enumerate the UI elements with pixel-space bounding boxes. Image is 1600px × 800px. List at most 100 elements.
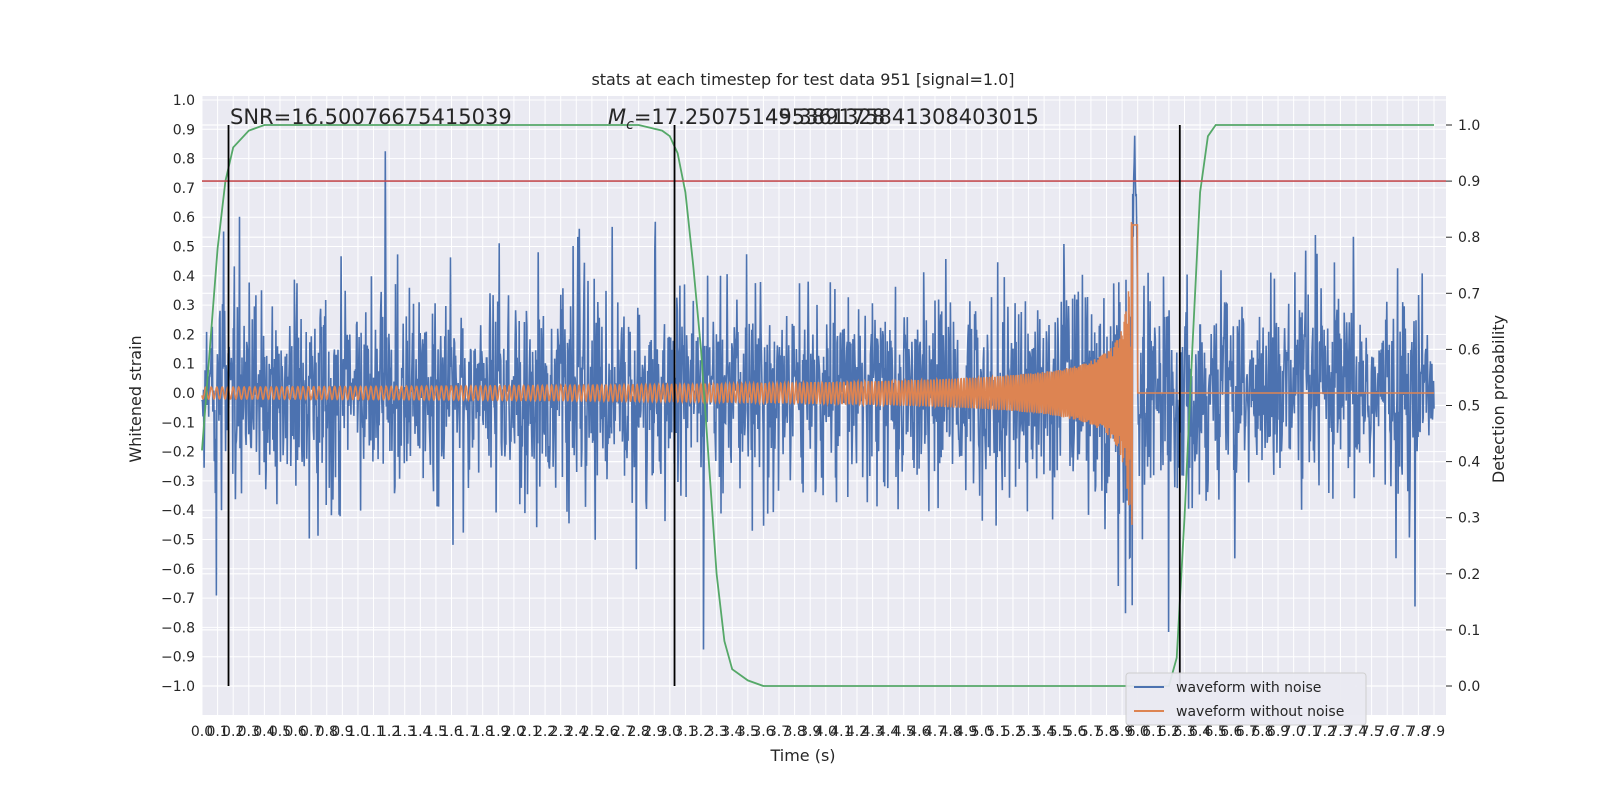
y-tick-label-left: 0.2 — [173, 327, 195, 343]
x-tick-label: 4.8 — [939, 724, 961, 740]
x-tick-label: 4.9 — [955, 724, 977, 740]
x-tick-label: 0.0 — [191, 724, 213, 740]
y-axis-label: Whitened strain — [126, 335, 145, 462]
x-tick-label: 3.5 — [737, 724, 759, 740]
probability-line — [201, 124, 1434, 687]
x-tick-label: 6.5 — [1205, 724, 1227, 740]
y-tick-label-right: 0.9 — [1458, 174, 1480, 190]
x-tick-label: 0.4 — [253, 724, 275, 740]
x-tick-label: 3.7 — [768, 724, 790, 740]
x-tick-label: 2.4 — [565, 724, 587, 740]
x-tick-label: 2.9 — [643, 724, 665, 740]
y-axis-right-ticks: 1.0 0.9 0.8 0.7 0.6 0.5 0.4 0.3 0.2 0.1 0.0 — [1446, 118, 1480, 695]
y-tick-label-left: −0.2 — [161, 445, 195, 461]
y-tick-label-left: −0.7 — [161, 591, 195, 607]
y-tick-label-right: 1.0 — [1458, 118, 1480, 134]
x-tick-label: 0.7 — [300, 724, 322, 740]
x-tick-label: 2.8 — [628, 724, 650, 740]
probability-series — [201, 124, 1434, 687]
x-tick-label: 1.8 — [472, 724, 494, 740]
x-tick-label: 1.9 — [487, 724, 509, 740]
y-tick-label-left: −0.9 — [161, 650, 195, 666]
y-tick-label-left: 0.7 — [173, 181, 195, 197]
x-tick-label: 7.7 — [1392, 724, 1414, 740]
y-tick-label-left: −0.8 — [161, 620, 195, 636]
y-tick-label-right: 0.1 — [1458, 623, 1480, 639]
x-tick-label: 3.0 — [659, 724, 681, 740]
x-tick-label: 3.3 — [706, 724, 728, 740]
x-tick-label: 4.6 — [908, 724, 930, 740]
y-tick-label-right: 0.8 — [1458, 230, 1480, 246]
x-tick-label: 1.6 — [440, 724, 462, 740]
x-tick-label: 7.5 — [1360, 724, 1382, 740]
x-tick-label: 4.5 — [893, 724, 915, 740]
signal-line — [201, 222, 1434, 525]
x-tick-label: 3.8 — [783, 724, 805, 740]
x-tick-label: 7.6 — [1376, 724, 1398, 740]
x-tick-label: 7.0 — [1283, 724, 1305, 740]
y-tick-label-right: 0.2 — [1458, 567, 1480, 583]
x-tick-label: 2.0 — [503, 724, 525, 740]
x-tick-label: 5.6 — [1064, 724, 1086, 740]
x-tick-label: 5.0 — [971, 724, 993, 740]
x-tick-label: 5.4 — [1033, 724, 1055, 740]
legend-box — [1125, 672, 1367, 726]
x-tick-label: 0.2 — [222, 724, 244, 740]
x-tick-label: 6.3 — [1173, 724, 1195, 740]
x-tick-label: 5.1 — [986, 724, 1008, 740]
x-tick-label: 4.4 — [877, 724, 899, 740]
y-tick-label-left: 0.1 — [173, 357, 195, 373]
y-axis-left-ticks: 1.0 0.9 0.8 0.7 0.6 0.5 0.4 0.3 0.2 0.1 0.0 −0.1 −0.… — [161, 93, 195, 695]
x-tick-label: 7.3 — [1329, 724, 1351, 740]
x-tick-label: 2.5 — [581, 724, 603, 740]
x-tick-label: 1.7 — [456, 724, 478, 740]
x-tick-label: 3.6 — [752, 724, 774, 740]
snr-annotation: SNR=16.50076675415039 — [230, 105, 512, 129]
x-tick-label: 6.2 — [1158, 724, 1180, 740]
x-tick-label: 4.1 — [830, 724, 852, 740]
y-tick-label-left: −0.1 — [161, 415, 195, 431]
y-tick-label-right: 0.6 — [1458, 342, 1480, 358]
x-tick-label: 2.1 — [518, 724, 540, 740]
x-tick-label: 7.9 — [1423, 724, 1445, 740]
y-tick-label-left: −0.6 — [161, 562, 195, 578]
x-tick-label: 7.8 — [1407, 724, 1429, 740]
x-tick-label: 3.4 — [721, 724, 743, 740]
y-tick-label-left: 0.9 — [173, 122, 195, 138]
x-tick-label: 5.9 — [1111, 724, 1133, 740]
y-tick-label-left: −0.5 — [161, 533, 195, 549]
x-tick-label: 6.6 — [1220, 724, 1242, 740]
x-tick-label: 4.3 — [861, 724, 883, 740]
y-tick-label-left: 0.6 — [173, 210, 195, 226]
x-tick-label: 0.5 — [269, 724, 291, 740]
y-tick-label-right: 0.3 — [1458, 511, 1480, 527]
x-tick-label: 1.5 — [425, 724, 447, 740]
y-tick-label-left: −1.0 — [161, 679, 195, 695]
y-tick-label-left: 0.5 — [173, 240, 195, 256]
mc-value: =17.250751495361328 — [634, 105, 885, 129]
x-tick-label: 7.1 — [1298, 724, 1320, 740]
y-tick-label-left: 0.0 — [173, 386, 195, 402]
x-tick-label: 2.6 — [596, 724, 618, 740]
x-tick-label: 3.2 — [690, 724, 712, 740]
mc-subscript: c — [626, 117, 634, 133]
x-tick-label: 0.3 — [238, 724, 260, 740]
x-tick-label: 1.3 — [394, 724, 416, 740]
y-tick-label-right: 0.7 — [1458, 286, 1480, 302]
y-tick-label-left: 0.4 — [173, 269, 195, 285]
x-tick-label: 6.4 — [1189, 724, 1211, 740]
x-tick-label: 5.7 — [1080, 724, 1102, 740]
y-tick-label-left: 0.8 — [173, 152, 195, 168]
y-tick-label-left: −0.4 — [161, 503, 195, 519]
x-tick-label: 6.8 — [1251, 724, 1273, 740]
x-tick-label: 1.4 — [409, 724, 431, 740]
y-tick-label-left: −0.3 — [161, 474, 195, 490]
x-tick-label: 5.2 — [1002, 724, 1024, 740]
legend-noise-label: waveform with noise — [1176, 680, 1321, 696]
x-tick-label: 2.7 — [612, 724, 634, 740]
x-tick-label: 3.9 — [799, 724, 821, 740]
mc-annotation: Mc=17.250751495361328 — [608, 105, 885, 133]
x-tick-label: 6.7 — [1236, 724, 1258, 740]
y-axis-right-label: Detection probability — [1489, 315, 1508, 483]
